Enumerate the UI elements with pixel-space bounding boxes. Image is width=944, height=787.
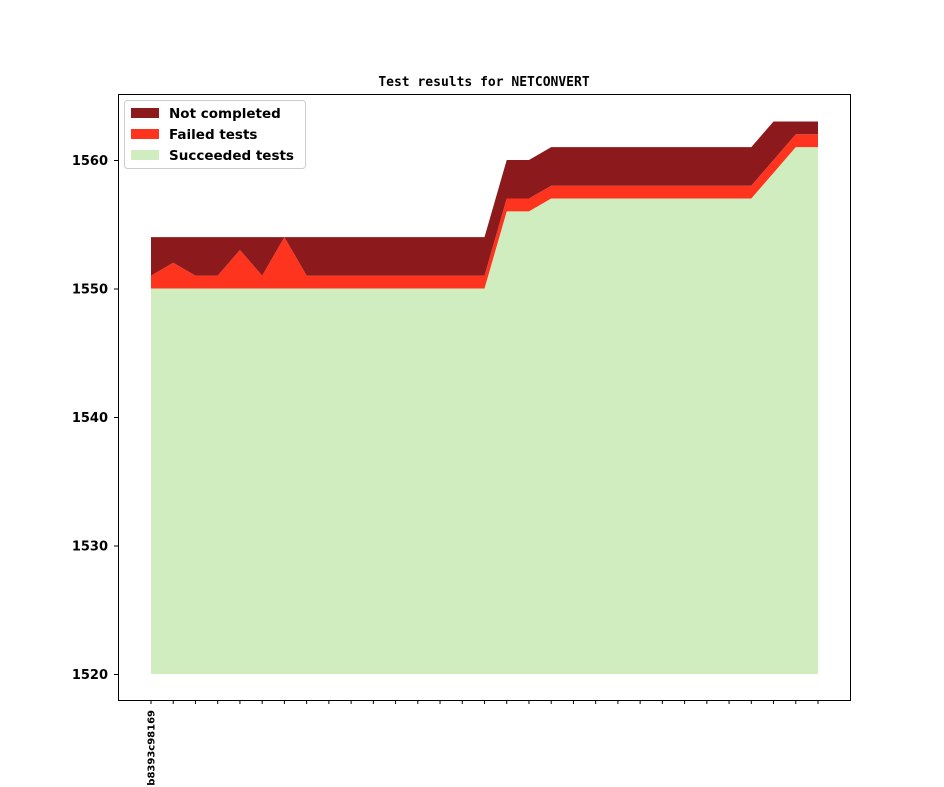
- legend-label: Failed tests: [169, 127, 257, 143]
- chart-title: Test results for NETCONVERT: [378, 75, 589, 90]
- y-tick-label: 1540: [72, 411, 108, 426]
- area-succeeded-tests: [151, 147, 818, 674]
- legend-swatch: [131, 108, 159, 118]
- area-layers: [151, 121, 818, 674]
- y-tick-label: 1560: [72, 154, 108, 169]
- y-tick-label: 1550: [72, 283, 108, 298]
- legend-swatch: [131, 150, 159, 160]
- y-axis: 1520 1530 1540 1550 1560: [72, 154, 118, 683]
- y-tick-label: 1530: [72, 540, 108, 555]
- area-not-completed: [151, 121, 818, 276]
- legend-label: Not completed: [169, 106, 281, 122]
- x-axis: b8393c98169: [147, 700, 819, 786]
- legend-swatch: [131, 129, 159, 139]
- legend: Not completed Failed tests Succeeded tests: [124, 100, 306, 169]
- legend-label: Succeeded tests: [169, 148, 294, 164]
- x-tick-label: b8393c98169: [147, 710, 158, 786]
- legend-box: [124, 100, 306, 169]
- y-tick-label: 1520: [72, 668, 108, 683]
